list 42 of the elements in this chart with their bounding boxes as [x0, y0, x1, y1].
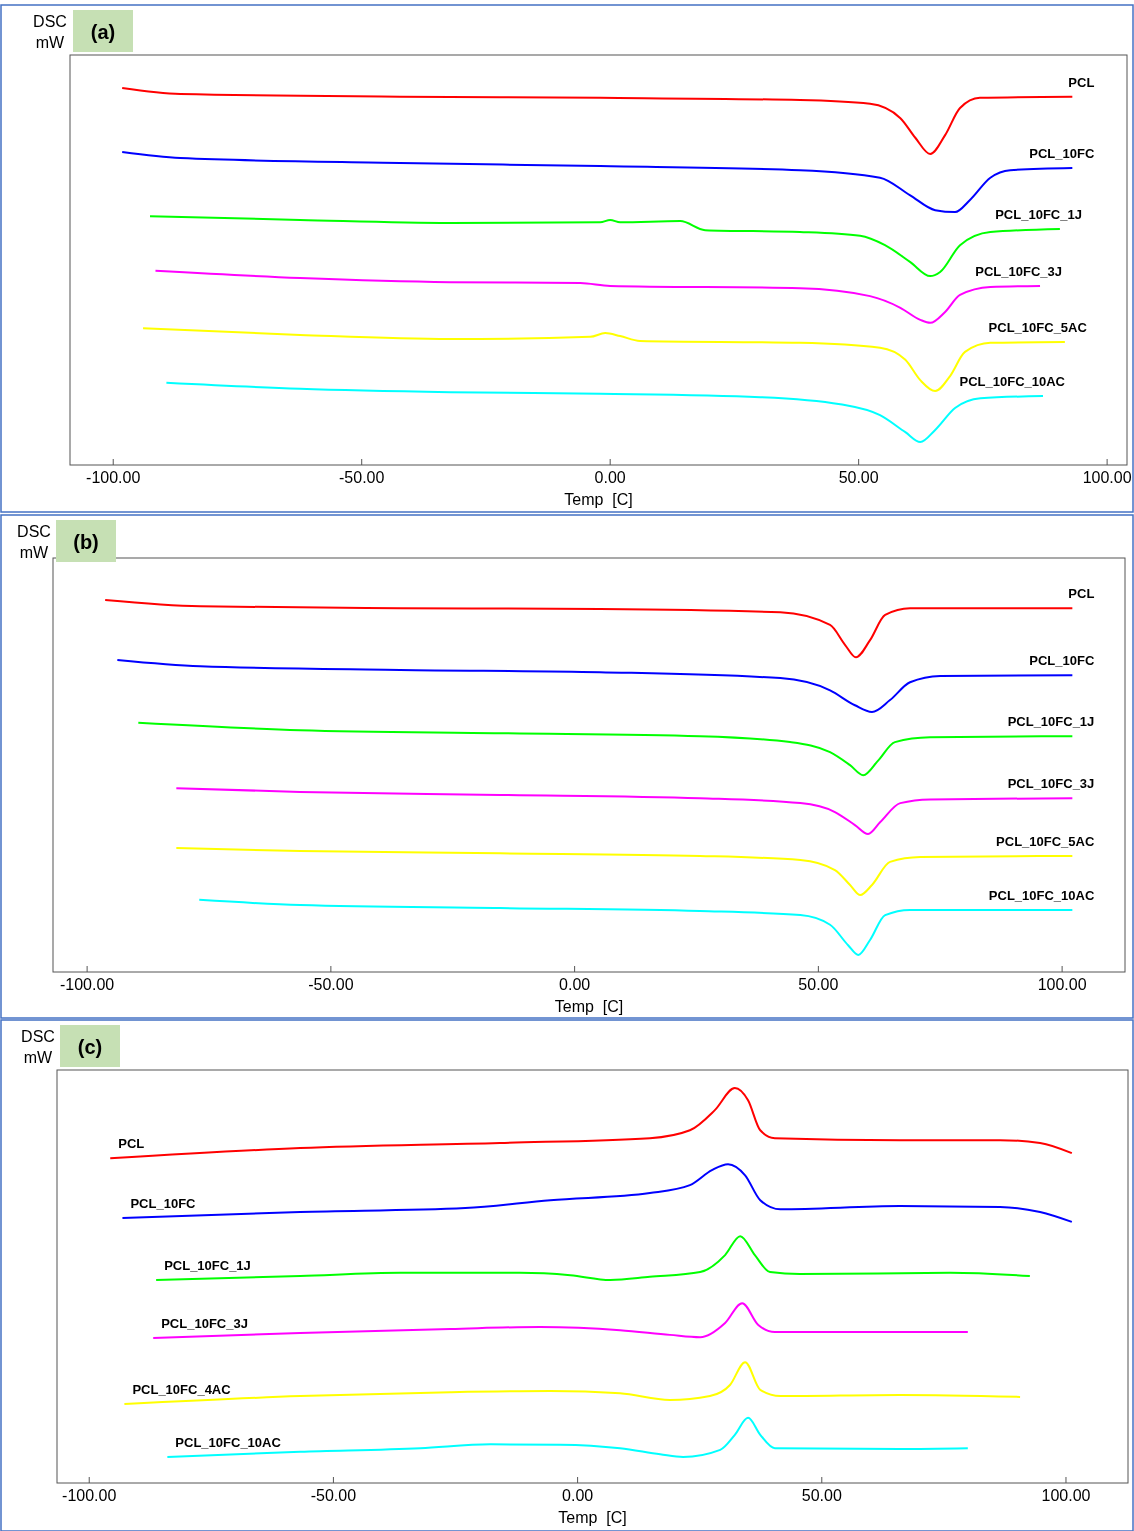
series-label: PCL: [118, 1136, 145, 1152]
series-label: PCL_10FC_1J: [1007, 714, 1095, 730]
series-label: PCL_10FC: [1029, 145, 1095, 161]
series-label: PCL_10FC_4AC: [132, 1382, 232, 1397]
x-tick-label: 50.00: [798, 976, 839, 993]
series-label: PCL_10FC_5AC: [996, 833, 1095, 849]
x-tick-label: 0.00: [594, 469, 626, 486]
series-label: PCL_10FC_3J: [161, 1316, 248, 1332]
series-label: PCL_10FC_10AC: [988, 887, 1095, 903]
series-label: PCL_10FC_3J: [1007, 776, 1095, 792]
y-axis-title: DSC mW: [33, 13, 67, 51]
x-tick-label: 50.00: [838, 469, 879, 486]
x-axis-title: Temp [C]: [564, 491, 633, 508]
x-tick-label: -100.00: [59, 976, 115, 993]
series-label: PCL_10FC: [130, 1195, 197, 1211]
x-tick-label: 0.00: [562, 1487, 594, 1504]
series-label: PCL_10FC_5AC: [988, 320, 1088, 336]
series-label: PCL_10FC: [1029, 653, 1095, 669]
y-axis-title: DSC mW: [21, 1028, 55, 1066]
series-label: PCL_10FC_10AC: [175, 1434, 282, 1450]
series-label: PCL_10FC_1J: [164, 1257, 251, 1273]
series-label: PCL_10FC_10AC: [959, 374, 1066, 390]
y-axis-title: DSC mW: [17, 523, 51, 561]
x-tick-label: 50.00: [801, 1487, 842, 1504]
x-axis-title: Temp [C]: [554, 998, 624, 1015]
series-label: PCL: [1068, 586, 1095, 602]
x-tick-label: 100.00: [1041, 1487, 1091, 1504]
chart-title: (b): [73, 531, 99, 553]
series-label: PCL: [1068, 74, 1095, 90]
series-label: PCL_10FC_3J: [975, 263, 1063, 279]
x-tick-label: 100.00: [1082, 469, 1132, 486]
x-tick-label: 0.00: [559, 976, 591, 993]
x-tick-label: -100.00: [86, 469, 141, 486]
series-label: PCL_10FC_1J: [995, 207, 1082, 222]
chart-title: (a): [90, 21, 116, 43]
x-tick-label: -100.00: [62, 1487, 117, 1504]
x-axis-title: Temp [C]: [558, 1509, 627, 1526]
x-tick-label: 100.00: [1037, 976, 1087, 993]
x-tick-label: -50.00: [339, 469, 385, 486]
chart-title: (c): [77, 1036, 103, 1058]
x-tick-label: -50.00: [310, 1487, 357, 1504]
x-tick-label: -50.00: [308, 976, 354, 993]
